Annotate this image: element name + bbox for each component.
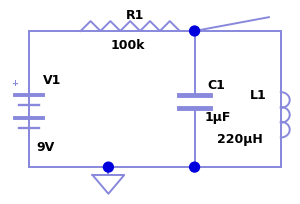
Circle shape [190,26,200,36]
Text: 9V: 9V [36,141,54,154]
Text: C1: C1 [208,79,225,92]
Text: 100k: 100k [111,39,146,52]
Text: L1: L1 [250,89,267,102]
Text: R1: R1 [126,9,144,22]
Text: +: + [11,79,18,88]
Text: V1: V1 [43,74,62,87]
Circle shape [103,162,113,172]
Text: 220μH: 220μH [217,133,263,146]
Circle shape [190,162,200,172]
Text: 1μF: 1μF [205,111,231,124]
